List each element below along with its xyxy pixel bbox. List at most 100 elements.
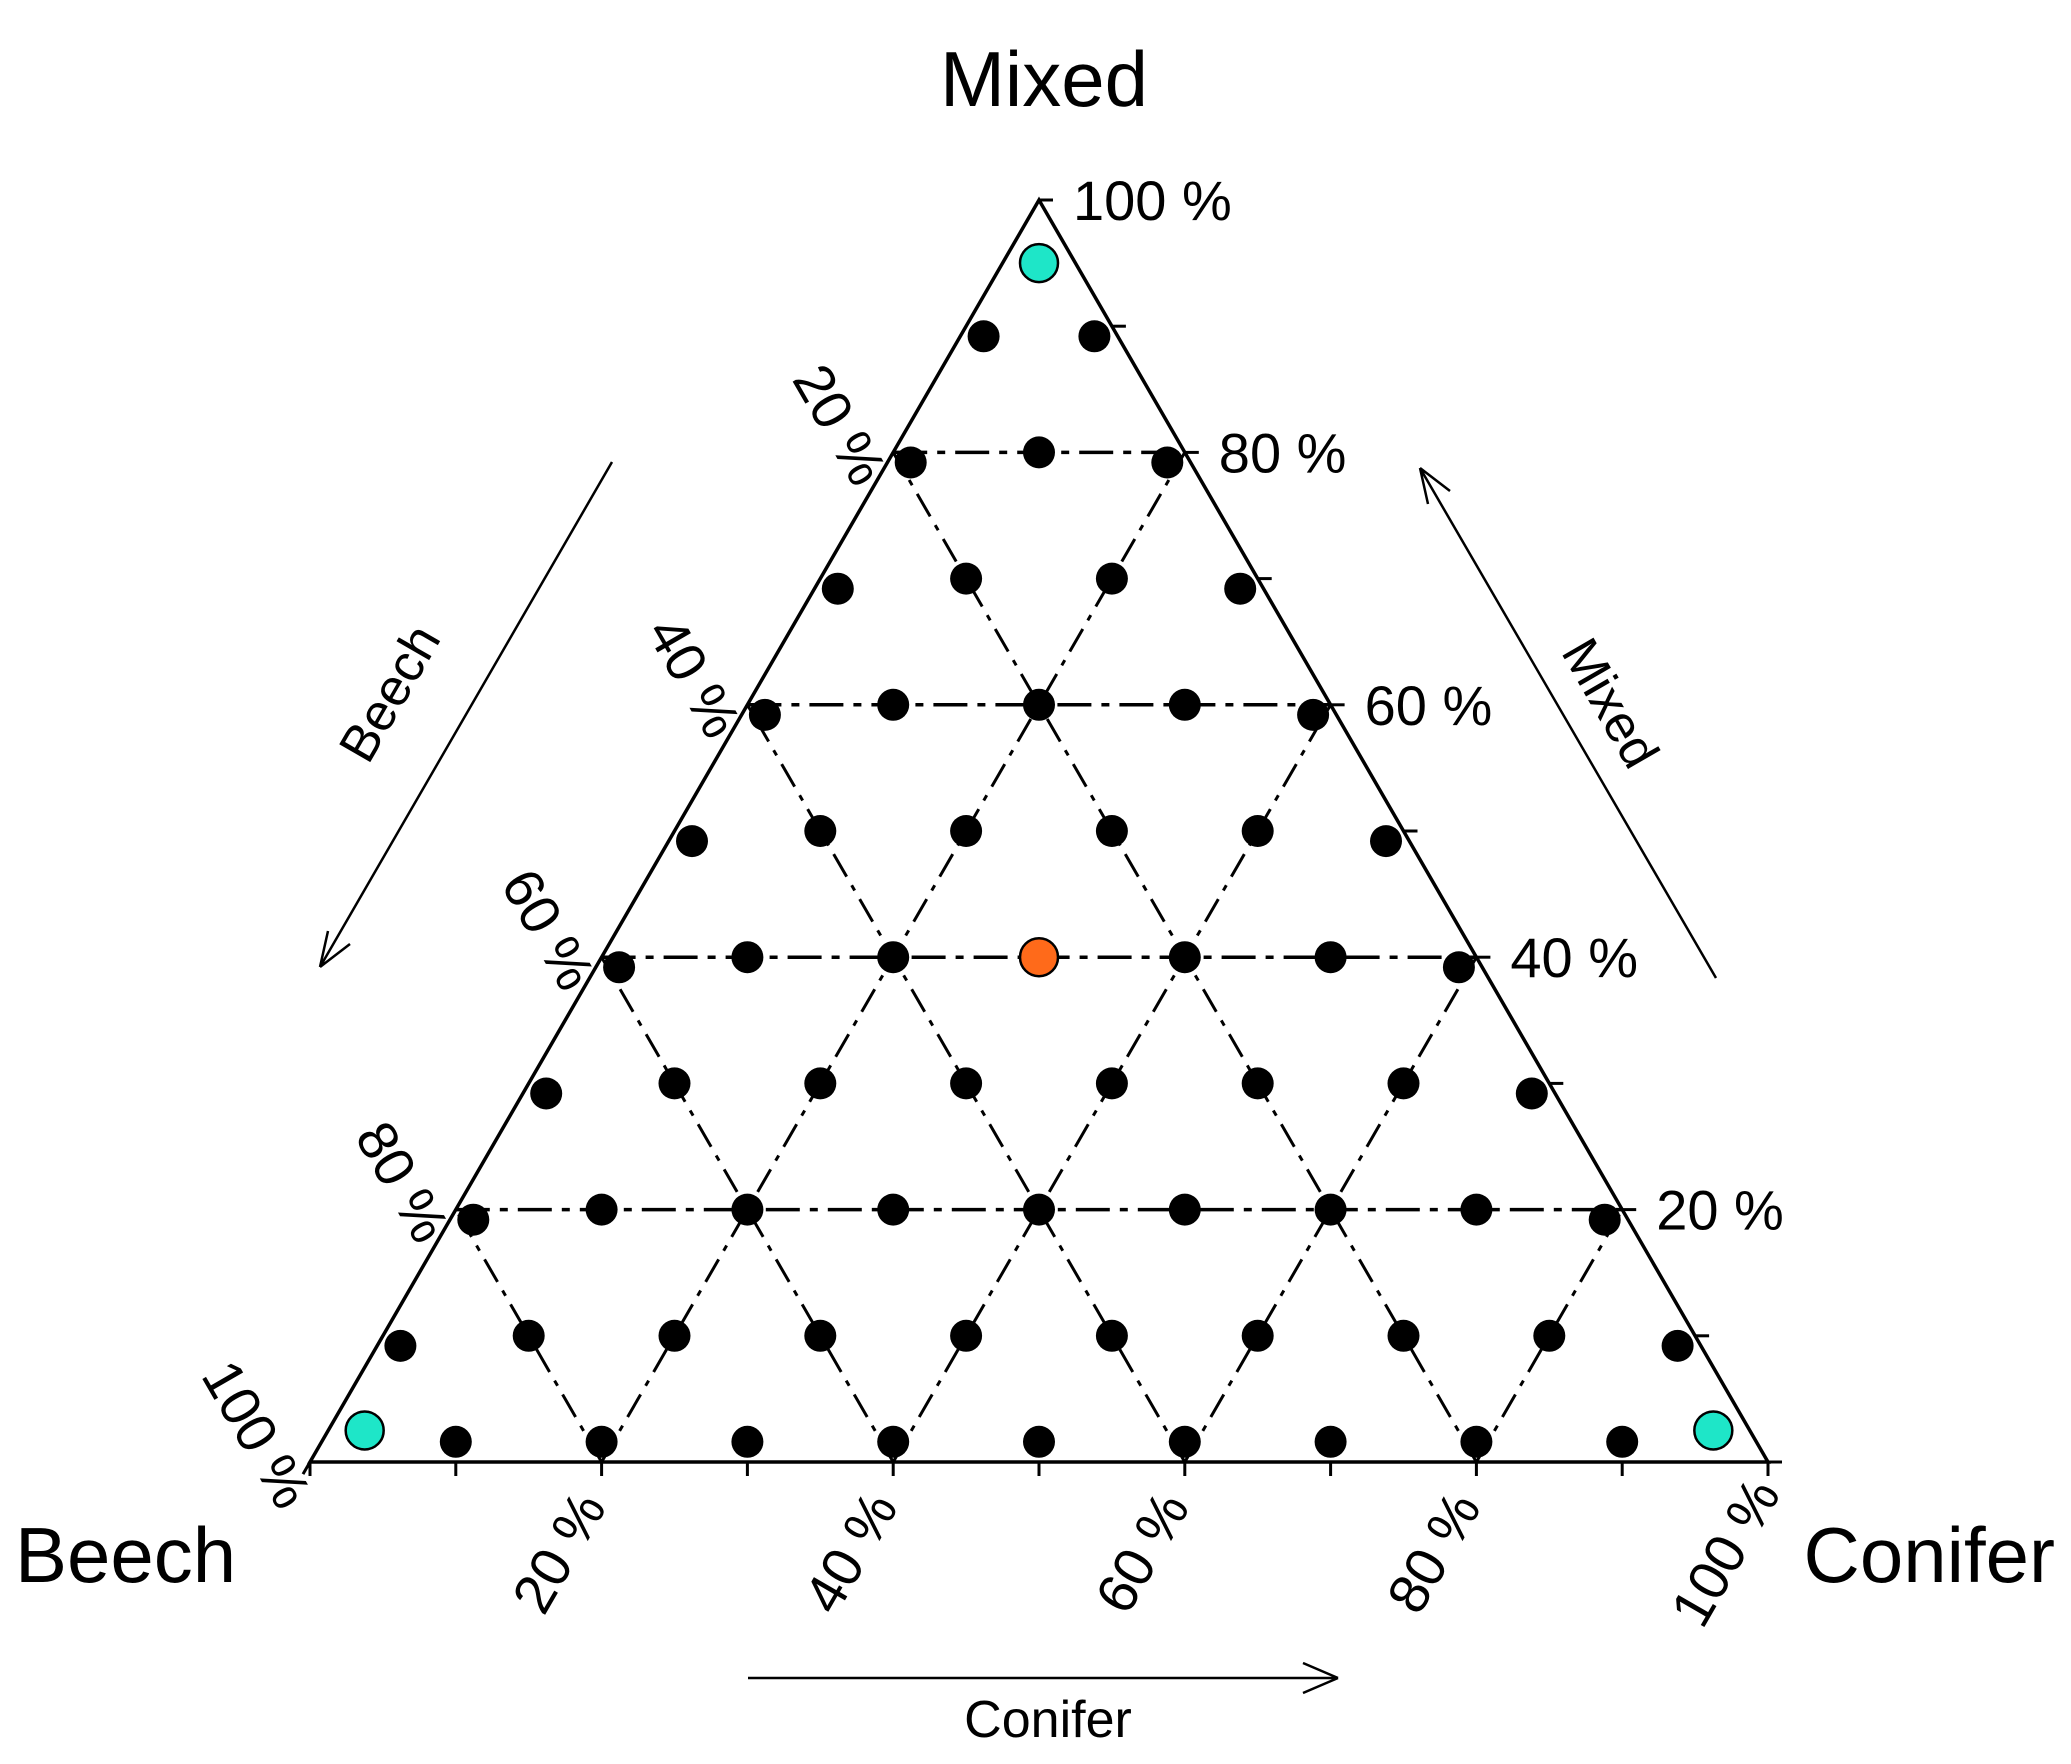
point-b0-c40-m60 — [1297, 698, 1330, 731]
tick-beech-50 — [666, 830, 676, 844]
tick-beech-70 — [520, 1082, 531, 1097]
point-b0-c10-m90 — [1078, 320, 1111, 353]
highlight-point-1 — [1018, 242, 1060, 284]
tick-beech-10 — [957, 325, 968, 340]
point-b30-c20-m50 — [950, 815, 983, 847]
point-b0-c30-m70 — [1224, 572, 1257, 605]
highlight-point-4 — [1018, 936, 1060, 978]
tick-label-conifer-40: 40 % — [791, 1481, 909, 1623]
point-b80-c0-m20 — [457, 1203, 490, 1236]
grid-line-conifer-60 — [1183, 956, 1478, 1463]
triangle-outline — [306, 196, 1772, 1464]
point-b60-c10-m30 — [658, 1067, 691, 1100]
point-b10-c80-m10 — [1533, 1319, 1566, 1352]
point-b50-c20-m30 — [804, 1067, 837, 1100]
labels: Mixed Beech Conifer Beech Mixed Conifer … — [15, 35, 2055, 1749]
tick-beech-40 — [739, 704, 749, 718]
tick-label-beech-60: 60 % — [489, 858, 607, 1000]
point-b80-c10-m10 — [512, 1319, 545, 1352]
point-b30-c40-m30 — [1095, 1067, 1128, 1100]
tick-label-mixed-60: 60 % — [1365, 674, 1493, 737]
point-b30-c70-m0 — [1314, 1425, 1347, 1458]
point-b20-c0-m80 — [894, 446, 927, 479]
point-b50-c40-m10 — [950, 1319, 983, 1352]
point-b40-c20-m40 — [877, 941, 910, 974]
corner-label-left: Beech — [15, 1511, 236, 1599]
tick-label-conifer-60: 60 % — [1083, 1481, 1201, 1623]
point-b40-c30-m30 — [950, 1067, 983, 1100]
point-b10-c70-m20 — [1460, 1193, 1493, 1226]
grid-line-beech-60 — [600, 956, 895, 1463]
corner-label-top: Mixed — [940, 35, 1148, 123]
tick-beech-90 — [374, 1335, 385, 1349]
point-b10-c90-m0 — [1606, 1425, 1639, 1458]
axis-name-beech: Beech — [328, 615, 452, 772]
point-b40-c40-m20 — [1023, 1193, 1055, 1226]
highlight-point-2 — [344, 1410, 385, 1451]
point-b60-c0-m40 — [603, 951, 636, 984]
triangle-frame — [306, 196, 1772, 1464]
point-b10-c40-m50 — [1241, 815, 1274, 847]
arrow-mixed — [1418, 467, 1718, 979]
point-b10-c20-m70 — [1095, 562, 1128, 595]
point-b10-c0-m90 — [967, 320, 1000, 353]
tick-beech-20 — [884, 451, 895, 466]
point-b20-c20-m60 — [1023, 688, 1055, 721]
point-b30-c0-m70 — [821, 572, 854, 605]
point-b30-c50-m20 — [1168, 1193, 1201, 1226]
point-b10-c30-m60 — [1168, 688, 1201, 721]
tick-label-beech-100: 100 % — [190, 1350, 324, 1519]
point-b30-c60-m10 — [1241, 1319, 1274, 1352]
axis-name-mixed: Mixed — [1550, 629, 1670, 778]
point-b70-c20-m10 — [658, 1319, 691, 1352]
point-b90-c10-m0 — [439, 1425, 472, 1458]
tick-label-conifer-80: 80 % — [1374, 1481, 1492, 1623]
point-b40-c60-m0 — [1168, 1425, 1201, 1458]
tick-beech-80 — [447, 1208, 458, 1223]
tick-label-beech-80: 80 % — [343, 1111, 461, 1253]
tick-label-mixed-40: 40 % — [1510, 926, 1638, 989]
tick-marks — [301, 198, 1782, 1476]
point-b60-c20-m20 — [731, 1193, 764, 1226]
point-b70-c0-m30 — [530, 1077, 563, 1110]
point-b20-c70-m10 — [1387, 1319, 1420, 1352]
point-b0-c50-m50 — [1370, 825, 1403, 858]
point-b40-c50-m10 — [1095, 1319, 1128, 1352]
point-b50-c50-m0 — [1023, 1425, 1055, 1458]
point-b20-c80-m0 — [1460, 1425, 1493, 1458]
point-b10-c10-m80 — [1023, 436, 1055, 469]
highlight-point-3 — [1693, 1410, 1734, 1451]
point-b60-c40-m0 — [877, 1425, 910, 1458]
point-b20-c60-m20 — [1314, 1193, 1347, 1226]
point-b0-c70-m30 — [1515, 1077, 1548, 1110]
point-b0-c60-m40 — [1442, 951, 1475, 984]
point-b10-c50-m40 — [1314, 941, 1347, 974]
point-b60-c30-m10 — [804, 1319, 837, 1352]
tick-label-mixed-100: 100 % — [1073, 169, 1232, 232]
arrow-conifer — [748, 1661, 1339, 1695]
point-b40-c10-m50 — [804, 815, 837, 847]
point-b10-c60-m30 — [1387, 1067, 1420, 1100]
arrow-beech — [318, 461, 614, 968]
point-b70-c30-m0 — [731, 1425, 764, 1458]
point-b0-c90-m10 — [1661, 1329, 1694, 1362]
axis-name-conifer: Conifer — [964, 1691, 1132, 1749]
tick-label-beech-20: 20 % — [781, 354, 899, 496]
point-b30-c10-m60 — [877, 688, 910, 721]
tick-label-mixed-20: 20 % — [1656, 1179, 1784, 1242]
point-b50-c10-m40 — [731, 941, 764, 974]
point-b20-c40-m40 — [1168, 941, 1201, 974]
axis-arrows — [318, 461, 1718, 1695]
point-b40-c0-m60 — [748, 698, 781, 731]
tick-label-mixed-80: 80 % — [1219, 421, 1347, 484]
point-b0-c20-m80 — [1151, 446, 1184, 479]
tick-label-conifer-20: 20 % — [500, 1481, 618, 1623]
tick-beech-0 — [1030, 199, 1041, 213]
data-points — [344, 242, 1734, 1458]
point-b80-c20-m0 — [585, 1425, 618, 1458]
tick-beech-30 — [811, 577, 822, 592]
point-b20-c50-m30 — [1241, 1067, 1274, 1100]
point-b90-c0-m10 — [384, 1329, 417, 1362]
point-b50-c0-m50 — [675, 825, 708, 858]
tick-beech-100 — [301, 1461, 312, 1475]
